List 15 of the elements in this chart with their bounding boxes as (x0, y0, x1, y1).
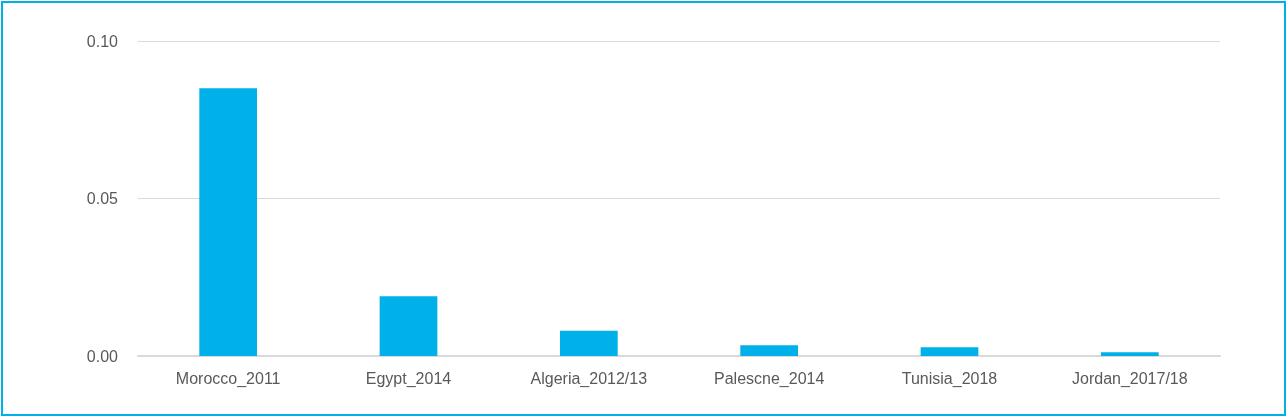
x-tick-label: Tunisia_2018 (901, 369, 998, 388)
x-tick-label: Egypt_2014 (365, 369, 452, 388)
y-tick-label: 0.05 (86, 190, 119, 207)
x-tick-label: Algeria_2012/13 (530, 369, 648, 388)
x-tick-label: Morocco_2011 (175, 369, 281, 388)
bar (740, 345, 799, 356)
bar (559, 330, 618, 356)
y-tick-label: 0.10 (86, 32, 119, 50)
bar (199, 88, 258, 356)
bar (379, 296, 438, 356)
x-tick-label: Jordan_2017/18 (1072, 369, 1188, 388)
x-tick-label: Palescne_2014 (714, 369, 825, 388)
y-tick-label: 0.00 (86, 347, 119, 365)
bar (920, 347, 979, 356)
bar (1100, 352, 1159, 356)
